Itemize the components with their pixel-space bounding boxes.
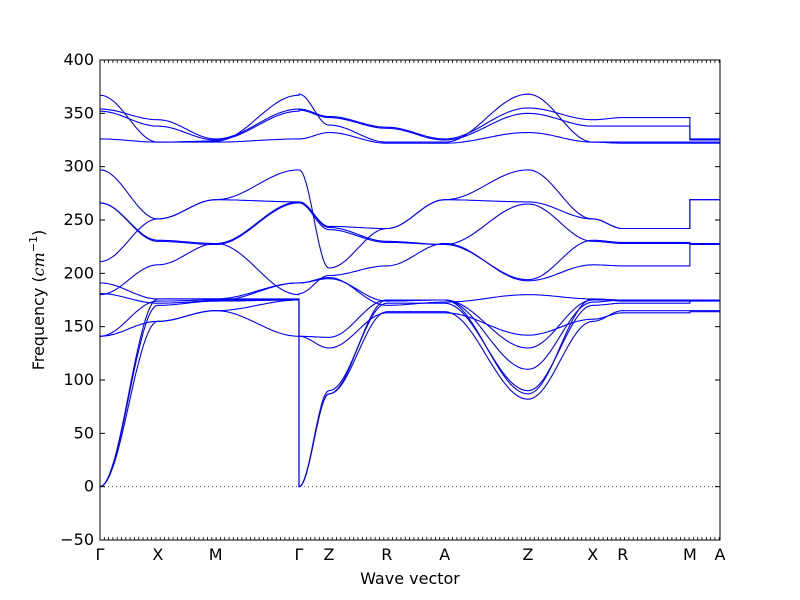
y-axis-label-exp: −1 [27, 236, 40, 252]
y-tick-label: 350 [63, 103, 94, 122]
band-line [99, 298, 720, 488]
y-axis-label: Frequency (cm−1) [27, 230, 48, 371]
y-tick-label: 200 [63, 263, 94, 282]
kpoint-label: X [587, 545, 598, 564]
band-line [99, 299, 720, 488]
kpoint-label: Z [324, 545, 335, 564]
band-line [99, 310, 720, 349]
y-tick-label: −50 [60, 530, 94, 549]
kpoint-label: R [617, 545, 628, 564]
y-tick-label: 100 [63, 370, 94, 389]
y-axis-ticks: −50 0 50 100 150 200 250 300 350 400 [60, 50, 720, 549]
kpoint-label: Γ [96, 545, 105, 564]
band-line [100, 131, 720, 144]
kpoint-label: A [439, 545, 450, 564]
y-tick-label: 50 [74, 423, 94, 442]
kpoint-label: Z [523, 545, 534, 564]
kpoint-label: M [683, 545, 697, 564]
band-line [99, 109, 720, 141]
kpoint-label: X [152, 545, 163, 564]
band-line [99, 93, 720, 143]
kpoint-label: A [715, 545, 726, 564]
y-tick-label: 0 [84, 477, 94, 496]
y-tick-label: 250 [63, 210, 94, 229]
band-line [99, 299, 720, 349]
band-line [99, 278, 720, 370]
band-line [100, 277, 720, 306]
y-axis-label-main: Frequency ( [29, 276, 48, 370]
band-line [99, 299, 720, 488]
y-axis-label-close: ) [29, 230, 48, 236]
x-axis-label: Wave vector [360, 569, 460, 588]
band-line [99, 242, 720, 296]
kpoint-label: Γ [294, 545, 303, 564]
band-line [99, 202, 720, 281]
y-tick-label: 150 [63, 317, 94, 336]
y-tick-label: 400 [63, 50, 94, 69]
band-line [100, 107, 720, 140]
band-line [99, 169, 720, 269]
phonon-bands [99, 93, 720, 488]
kpoint-label: M [209, 545, 223, 564]
kpoint-label: R [381, 545, 392, 564]
band-line [99, 201, 720, 246]
band-line [99, 199, 720, 263]
y-axis-label-unit: cm [29, 252, 48, 276]
y-tick-label: 300 [63, 157, 94, 176]
